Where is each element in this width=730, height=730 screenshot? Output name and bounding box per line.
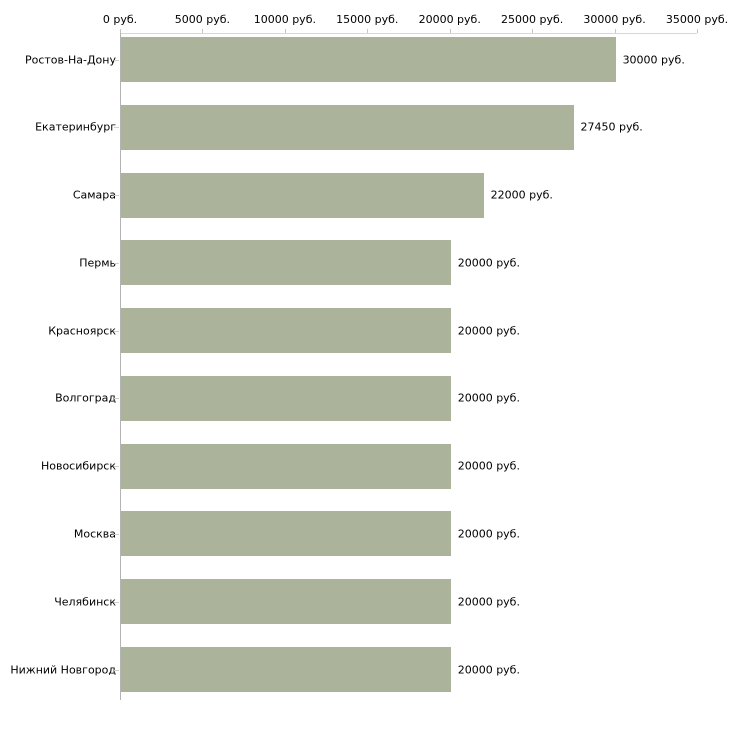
y-axis-line (120, 33, 121, 700)
x-axis-tick-label: 15000 руб. (336, 13, 399, 26)
category-tick (114, 59, 119, 61)
value-label: 20000 руб. (457, 663, 520, 677)
bar (121, 375, 451, 421)
bar (121, 511, 451, 557)
x-axis-tick (614, 29, 616, 33)
category-tick (114, 127, 119, 129)
category-label: Красноярск (48, 324, 116, 338)
x-axis-tick (202, 29, 204, 33)
category-tick (114, 262, 119, 264)
value-label: 27450 руб. (580, 120, 643, 134)
bar (121, 308, 451, 354)
category-tick (114, 533, 119, 535)
x-axis-tick-label: 20000 руб. (418, 13, 481, 26)
x-axis-tick-label: 0 руб. (102, 13, 138, 26)
bar (121, 104, 574, 150)
x-axis-tick (284, 29, 286, 33)
category-tick (114, 330, 119, 332)
value-label: 20000 руб. (457, 324, 520, 338)
x-axis-tick (120, 29, 121, 33)
category-tick (114, 466, 119, 468)
category-tick (114, 669, 119, 671)
category-label: Москва (73, 527, 116, 541)
value-label: 20000 руб. (457, 595, 520, 609)
category-label: Челябинск (54, 595, 116, 609)
category-tick (114, 601, 119, 603)
bar (121, 443, 451, 489)
category-label: Нижний Новгород (10, 663, 116, 677)
value-label: 20000 руб. (457, 527, 520, 541)
category-tick (114, 398, 119, 400)
x-axis-tick (367, 29, 369, 33)
category-label: Пермь (79, 256, 116, 270)
x-axis-tick (449, 29, 451, 33)
x-axis-line (120, 33, 697, 34)
x-axis-tick-label: 30000 руб. (583, 13, 646, 26)
category-tick (114, 195, 119, 197)
category-label: Ростов-На-Дону (24, 53, 116, 66)
bar (121, 172, 484, 218)
value-label: 20000 руб. (457, 256, 520, 270)
value-label: 20000 руб. (457, 391, 520, 405)
category-label: Волгоград (55, 391, 116, 405)
bar (121, 579, 451, 625)
x-axis-tick-label: 35000 руб. (665, 13, 729, 26)
value-label: 20000 руб. (457, 459, 520, 473)
value-label: 30000 руб. (622, 53, 685, 66)
category-label: Самара (72, 188, 116, 202)
bar (121, 37, 616, 82)
bar (121, 647, 451, 693)
x-axis-tick (697, 29, 698, 33)
bar (121, 240, 451, 286)
x-axis-tick-label: 25000 руб. (501, 13, 564, 26)
value-label: 22000 руб. (490, 188, 553, 202)
category-label: Новосибирск (40, 459, 116, 473)
x-axis-tick (532, 29, 534, 33)
x-axis-tick-label: 5000 руб. (174, 13, 231, 26)
x-axis-tick-label: 10000 руб. (253, 13, 316, 26)
category-label: Екатеринбург (35, 120, 116, 134)
